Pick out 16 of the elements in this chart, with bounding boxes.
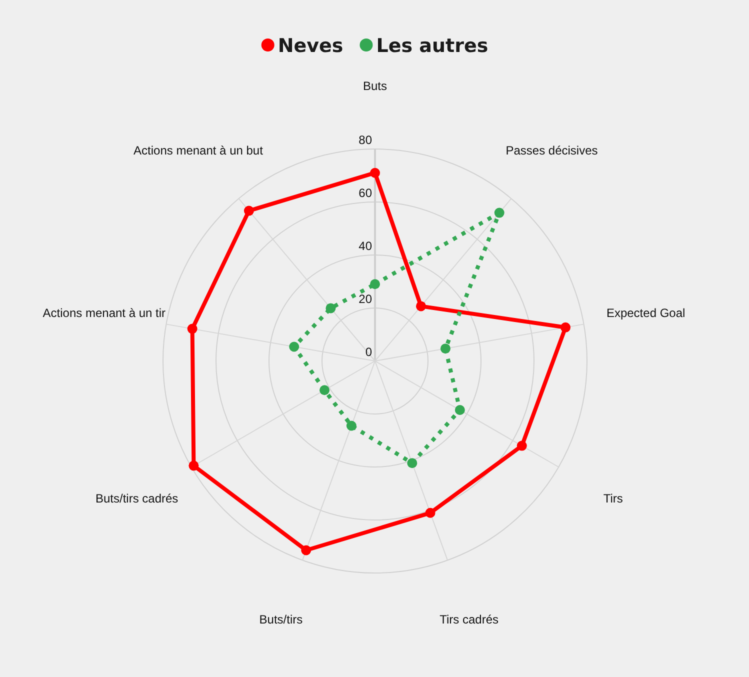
y-tick-label: 0 bbox=[365, 345, 372, 359]
legend-label: Neves bbox=[278, 35, 344, 57]
spoke-label: Tirs cadrés bbox=[440, 612, 499, 626]
y-tick-label: 60 bbox=[358, 186, 372, 200]
spoke-label: Actions menant à un but bbox=[134, 143, 264, 158]
spoke-label: Buts/tirs cadrés bbox=[95, 492, 178, 506]
spoke-label: Tirs bbox=[603, 492, 623, 506]
spoke-label: Passes décisives bbox=[506, 143, 598, 158]
y-tick-label: 40 bbox=[358, 239, 372, 253]
y-tick-label: 20 bbox=[358, 292, 372, 306]
legend-label: Les autres bbox=[376, 35, 488, 57]
spoke-label: Expected Goal bbox=[606, 306, 686, 320]
spoke-label: Buts bbox=[362, 79, 388, 93]
spoke-label: Buts/tirs bbox=[259, 612, 303, 626]
y-tick-label: 80 bbox=[358, 133, 372, 147]
spoke-label: Actions menant à un tir bbox=[42, 306, 166, 320]
